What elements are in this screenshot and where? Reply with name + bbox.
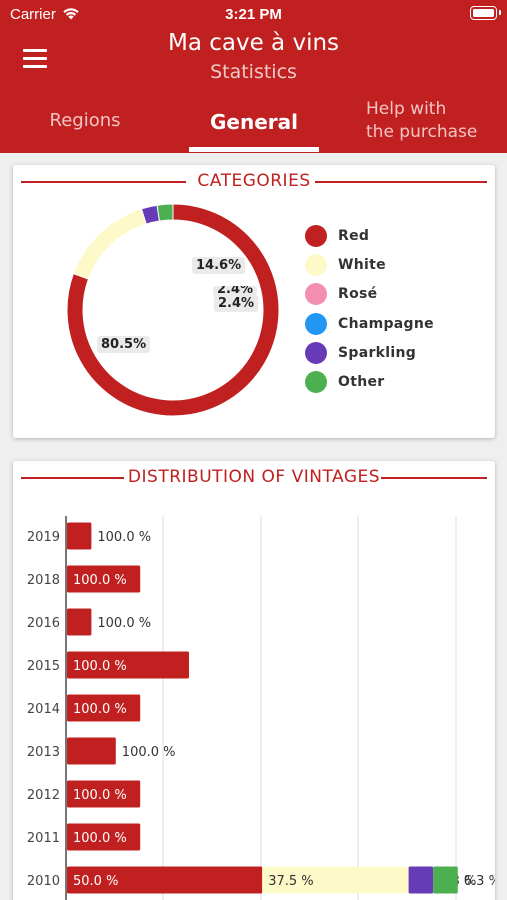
bar-value-label: 100.0 % — [73, 702, 127, 717]
page-subtitle: Statistics — [210, 61, 297, 83]
y-tick-label: 2018 — [27, 573, 60, 588]
section-divider-left — [21, 477, 124, 479]
pct-label-red: 80.5% — [97, 336, 151, 353]
bar-segment — [67, 651, 189, 679]
bar-value-label: 100.0 % — [73, 659, 127, 674]
y-tick-label: 2012 — [27, 788, 60, 803]
bar-segment — [67, 866, 263, 894]
pct-label-white: 14.6% — [192, 257, 246, 274]
bar-segment — [67, 823, 141, 851]
bar-value-label: 6.3 % — [464, 874, 495, 889]
legend-label: Champagne — [338, 316, 434, 332]
app-header: Carrier 3:21 PM Ma cave à vins Statistic… — [0, 0, 507, 153]
legend-dot-sparkling — [305, 342, 327, 364]
bar-segment — [433, 866, 458, 894]
legend-item-champagne: Champagne — [305, 313, 434, 335]
bar-value-label: 100.0 % — [73, 573, 127, 588]
app-title: Ma cave à vins — [167, 30, 340, 56]
tab-help-label-line2: the purchase — [366, 122, 478, 142]
vintages-card: DISTRIBUTION OF VINTAGES 2019 100.0 % 2018… — [13, 461, 495, 900]
wifi-icon — [63, 8, 79, 20]
legend-dot-other — [305, 371, 327, 393]
battery-icon — [470, 6, 501, 20]
bar-segment — [67, 780, 141, 808]
legend-dot-red — [305, 225, 327, 247]
status-time: 3:21 PM — [225, 6, 282, 23]
legend-dot-champagne — [305, 313, 327, 335]
bar-segment — [67, 694, 141, 722]
vintages-bar-chart: 2019 100.0 % 2018 100.0 % 2016 100.0 % 2015 100… — [27, 516, 495, 900]
bar-segment — [408, 866, 434, 894]
categories-title: CATEGORIES — [197, 171, 311, 191]
legend-item-rose: Rosé — [305, 283, 377, 305]
y-tick-label: 2011 — [27, 831, 60, 846]
bar-value-label: 37.5 % — [268, 874, 313, 889]
bar-segment — [67, 565, 141, 593]
legend-dot-white — [305, 254, 327, 276]
categories-donut-chart — [66, 203, 280, 417]
bar-value-label: 100.0 % — [73, 831, 127, 846]
legend-label: Rosé — [338, 286, 378, 302]
pct-label-other: 2.4% — [214, 295, 259, 312]
bar-value-label: 100.0 % — [122, 745, 176, 760]
bar-segment — [67, 522, 92, 550]
pct-label-sparkling: 2.4% — [213, 286, 258, 296]
bar-segment — [67, 737, 116, 765]
legend-label: Sparkling — [338, 345, 417, 361]
donut-slice-other — [156, 203, 174, 222]
legend-item-sparkling: Sparkling — [305, 342, 416, 364]
bar-value-label: 100.0 % — [97, 530, 151, 545]
bar-segment — [262, 866, 409, 894]
tab-active-indicator — [189, 147, 319, 152]
donut-slice-white — [72, 208, 147, 280]
y-tick-label: 2013 — [27, 745, 60, 760]
categories-card: CATEGORIES 80.5% 14.6% 2.4% 2.4% Red Whi… — [13, 165, 495, 438]
y-tick-label: 2010 — [27, 874, 60, 889]
tab-regions[interactable]: Regions — [49, 110, 121, 131]
legend-item-white: White — [305, 254, 386, 276]
legend-label: Red — [338, 228, 370, 244]
carrier-label: Carrier — [10, 6, 56, 23]
bar-segment — [67, 608, 92, 636]
legend-label: Other — [338, 374, 385, 390]
legend-item-red: Red — [305, 225, 369, 247]
tab-help-label-line1: Help with — [366, 99, 447, 119]
menu-icon[interactable] — [23, 49, 47, 69]
section-divider-right — [315, 181, 487, 183]
section-divider-left — [21, 181, 186, 183]
bar-value-label: 50.0 % — [73, 874, 118, 889]
bar-value-label: 100.0 % — [73, 788, 127, 803]
legend-item-other: Other — [305, 371, 384, 393]
section-divider-right — [381, 477, 487, 479]
tab-general[interactable]: General — [210, 110, 298, 134]
vintages-title: DISTRIBUTION OF VINTAGES — [127, 467, 381, 487]
donut-slice-red — [66, 203, 280, 417]
y-tick-label: 2015 — [27, 659, 60, 674]
legend-dot-rose — [305, 283, 327, 305]
y-tick-label: 2016 — [27, 616, 60, 631]
y-tick-label: 2019 — [27, 530, 60, 545]
bar-value-label: 100.0 % — [97, 616, 151, 631]
y-tick-label: 2014 — [27, 702, 60, 717]
status-bar: Carrier 3:21 PM — [0, 0, 507, 28]
tab-help-purchase[interactable]: Help with the purchase — [366, 98, 501, 153]
legend-label: White — [338, 257, 386, 273]
